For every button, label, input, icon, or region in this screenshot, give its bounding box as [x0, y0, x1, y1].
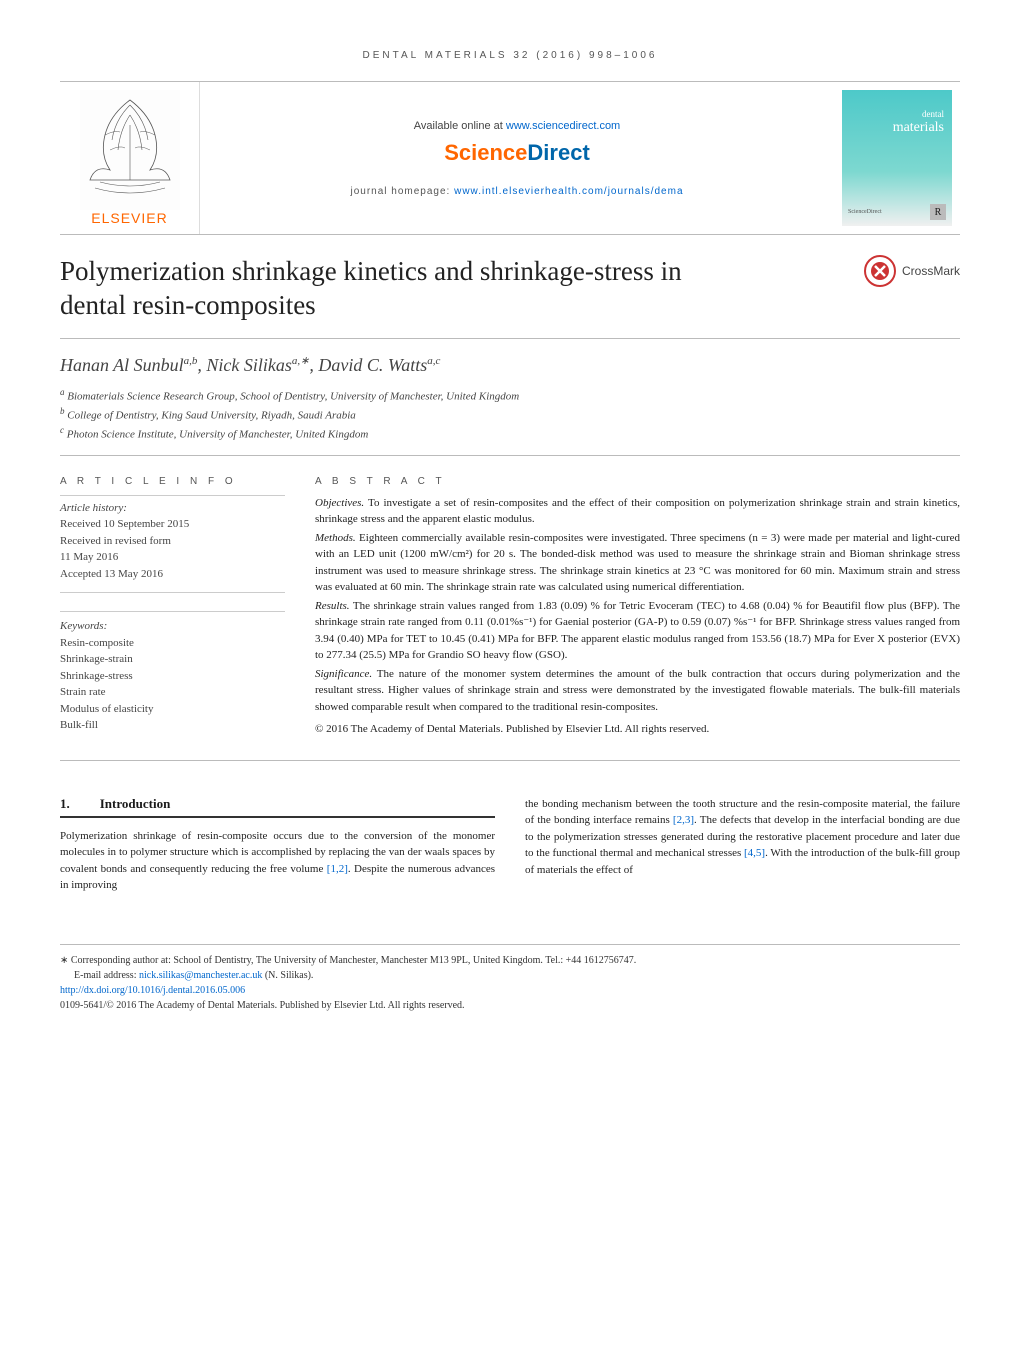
available-online: Available online at www.sciencedirect.co…	[210, 120, 824, 132]
objectives-text: To investigate a set of resin-composites…	[315, 497, 960, 526]
affiliation-c: Photon Science Institute, University of …	[64, 428, 368, 440]
email-link[interactable]: nick.silikas@manchester.ac.uk	[139, 970, 262, 981]
crossmark-badge[interactable]: CrossMark	[864, 255, 960, 287]
author-3: , David C. Watts	[309, 355, 427, 375]
methods-text: Eighteen commercially available resin-co…	[315, 532, 960, 594]
keyword-item: Strain rate	[60, 684, 285, 701]
abstract-heading: A B S T R A C T	[315, 476, 960, 487]
footnotes: ∗ Corresponding author at: School of Den…	[60, 944, 960, 1013]
sd-word-2: Direct	[527, 140, 589, 165]
affiliations: a Biomaterials Science Research Group, S…	[60, 386, 960, 456]
doi-link[interactable]: http://dx.doi.org/10.1016/j.dental.2016.…	[60, 985, 245, 996]
crossmark-label: CrossMark	[902, 264, 960, 278]
history-revised: Received in revised form	[60, 533, 285, 550]
keyword-item: Shrinkage-stress	[60, 668, 285, 685]
body-column-left: 1. Introduction Polymerization shrinkage…	[60, 796, 495, 894]
cover-subtitle: dental	[893, 110, 944, 120]
authors-line: Hanan Al Sunbula,b, Nick Silikasa,∗, Dav…	[60, 354, 960, 376]
keyword-item: Shrinkage-strain	[60, 651, 285, 668]
history-accepted: Accepted 13 May 2016	[60, 566, 285, 583]
sciencedirect-logo: ScienceDirect	[210, 140, 824, 166]
section-number: 1.	[60, 796, 70, 812]
author-3-affil: a,c	[427, 355, 440, 367]
header-center: Available online at www.sciencedirect.co…	[200, 82, 834, 234]
journal-cover-thumbnail: dental materials ScienceDirect R	[842, 90, 952, 226]
title-block: Polymerization shrinkage kinetics and sh…	[60, 255, 960, 339]
keywords-block: Keywords: Resin-composite Shrinkage-stra…	[60, 611, 285, 734]
elsevier-wordmark: ELSEVIER	[91, 210, 167, 226]
cover-foot-text: ScienceDirect	[848, 209, 882, 215]
intro-paragraph-left: Polymerization shrinkage of resin-compos…	[60, 828, 495, 894]
significance-label: Significance.	[315, 668, 372, 680]
section-title: Introduction	[100, 796, 171, 812]
homepage-link[interactable]: www.intl.elsevierhealth.com/journals/dem…	[454, 186, 683, 197]
sciencedirect-link[interactable]: www.sciencedirect.com	[506, 120, 620, 132]
citation-link[interactable]: [1,2]	[327, 863, 348, 875]
sd-word-1: Science	[444, 140, 527, 165]
keyword-item: Modulus of elasticity	[60, 701, 285, 718]
citation-link[interactable]: [4,5]	[744, 847, 765, 859]
intro-heading: 1. Introduction	[60, 796, 495, 818]
abstract-copyright: © 2016 The Academy of Dental Materials. …	[315, 721, 960, 738]
body-column-right: the bonding mechanism between the tooth …	[525, 796, 960, 894]
author-1: Hanan Al Sunbul	[60, 355, 184, 375]
crossmark-icon	[864, 255, 896, 287]
cover-r-icon: R	[930, 204, 946, 220]
publisher-badge: ELSEVIER	[60, 82, 200, 234]
objectives-label: Objectives.	[315, 497, 364, 509]
abstract-body: Objectives. To investigate a set of resi…	[315, 495, 960, 738]
author-2: , Nick Silikas	[197, 355, 291, 375]
affiliation-a: Biomaterials Science Research Group, Sch…	[65, 390, 520, 402]
intro-paragraph-right: the bonding mechanism between the tooth …	[525, 796, 960, 879]
author-2-affil: a,∗	[292, 355, 309, 367]
results-text: The shrinkage strain values ranged from …	[315, 600, 960, 662]
issn-copyright: 0109-5641/© 2016 The Academy of Dental M…	[60, 998, 960, 1013]
keyword-item: Bulk-fill	[60, 717, 285, 734]
cover-title: dental materials	[893, 110, 944, 135]
email-suffix: (N. Silikas).	[262, 970, 313, 981]
history-received: Received 10 September 2015	[60, 516, 285, 533]
history-label: Article history:	[60, 500, 285, 517]
elsevier-tree-icon	[80, 90, 180, 210]
significance-text: The nature of the monomer system determi…	[315, 668, 960, 713]
article-info-heading: A R T I C L E I N F O	[60, 476, 285, 487]
author-1-affil: a,b	[184, 355, 198, 367]
affiliation-b: College of Dentistry, King Saud Universi…	[65, 409, 356, 421]
methods-label: Methods.	[315, 532, 356, 544]
journal-header: ELSEVIER Available online at www.science…	[60, 81, 960, 235]
body-two-column: 1. Introduction Polymerization shrinkage…	[60, 796, 960, 894]
running-header: DENTAL MATERIALS 32 (2016) 998–1006	[60, 50, 960, 61]
corresponding-author: ∗ Corresponding author at: School of Den…	[60, 953, 960, 968]
keyword-item: Resin-composite	[60, 635, 285, 652]
journal-homepage: journal homepage: www.intl.elsevierhealt…	[210, 186, 824, 197]
homepage-prefix: journal homepage:	[350, 186, 454, 197]
info-abstract-row: A R T I C L E I N F O Article history: R…	[60, 476, 960, 761]
available-online-prefix: Available online at	[414, 120, 506, 132]
citation-link[interactable]: [2,3]	[673, 814, 694, 826]
article-info-column: A R T I C L E I N F O Article history: R…	[60, 476, 285, 740]
email-label: E-mail address:	[74, 970, 139, 981]
cover-main-title: materials	[893, 120, 944, 135]
article-title: Polymerization shrinkage kinetics and sh…	[60, 255, 720, 323]
history-revised-date: 11 May 2016	[60, 549, 285, 566]
abstract-column: A B S T R A C T Objectives. To investiga…	[315, 476, 960, 740]
results-label: Results.	[315, 600, 350, 612]
keywords-label: Keywords:	[60, 618, 285, 635]
article-history: Article history: Received 10 September 2…	[60, 495, 285, 594]
